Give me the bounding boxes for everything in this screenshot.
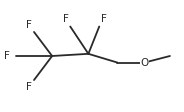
Text: F: F	[63, 14, 68, 24]
Text: F: F	[101, 14, 107, 24]
Text: F: F	[4, 51, 10, 61]
Text: O: O	[140, 58, 149, 68]
Text: F: F	[26, 20, 32, 30]
Text: F: F	[26, 82, 32, 92]
